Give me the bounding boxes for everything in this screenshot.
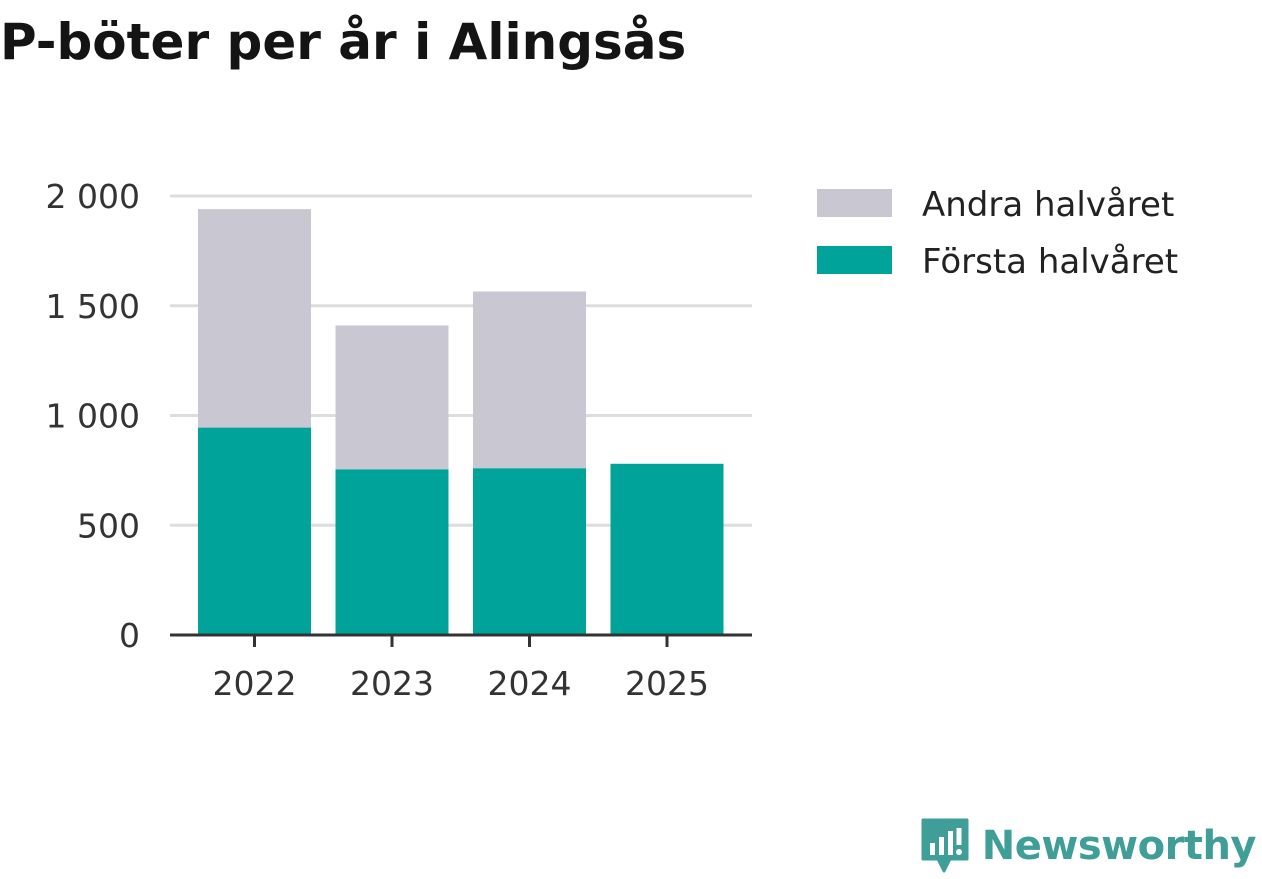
y-tick-label-0: 0 [119, 616, 140, 655]
x-tick-label-2022: 2022 [213, 664, 297, 703]
x-axis-tick-labels: 2022 2023 2024 2025 [213, 664, 709, 703]
brand-logo: Newsworthy [920, 817, 1257, 875]
bars [198, 209, 724, 635]
bar-2025-första-halvåret [610, 463, 724, 635]
legend-label-första-halvåret: Första halvåret [922, 242, 1178, 282]
x-tick-label-2024: 2024 [488, 664, 572, 703]
legend: Andra halvåret Första halvåret [817, 185, 1178, 282]
y-tick-label-500: 500 [77, 506, 140, 545]
y-tick-label-1000: 1 000 [46, 397, 140, 436]
y-tick-label-1500: 1 500 [46, 287, 140, 326]
chart-title: P-böter per år i Alingsås [0, 13, 687, 71]
x-tick-label-2025: 2025 [625, 664, 709, 703]
bar-2023-andra-halvåret [335, 325, 449, 470]
y-axis-tick-labels: 0 500 1 000 1 500 2 000 [46, 177, 140, 655]
x-axis [170, 633, 752, 647]
bar-2022-första-halvåret [198, 427, 311, 635]
bar-2024-första-halvåret [473, 468, 586, 635]
newsworthy-logo-icon [921, 818, 969, 873]
legend-label-andra-halvåret: Andra halvåret [922, 185, 1174, 225]
bar-2024-andra-halvåret [473, 291, 586, 469]
legend-swatch-andra-halvåret [817, 189, 892, 217]
bar-2022-andra-halvåret [198, 209, 311, 428]
x-tick-label-2023: 2023 [350, 664, 434, 703]
bar-2023-första-halvåret [335, 469, 449, 635]
brand-name: Newsworthy [981, 823, 1257, 869]
y-tick-label-2000: 2 000 [46, 177, 140, 216]
legend-swatch-första-halvåret [817, 246, 892, 274]
